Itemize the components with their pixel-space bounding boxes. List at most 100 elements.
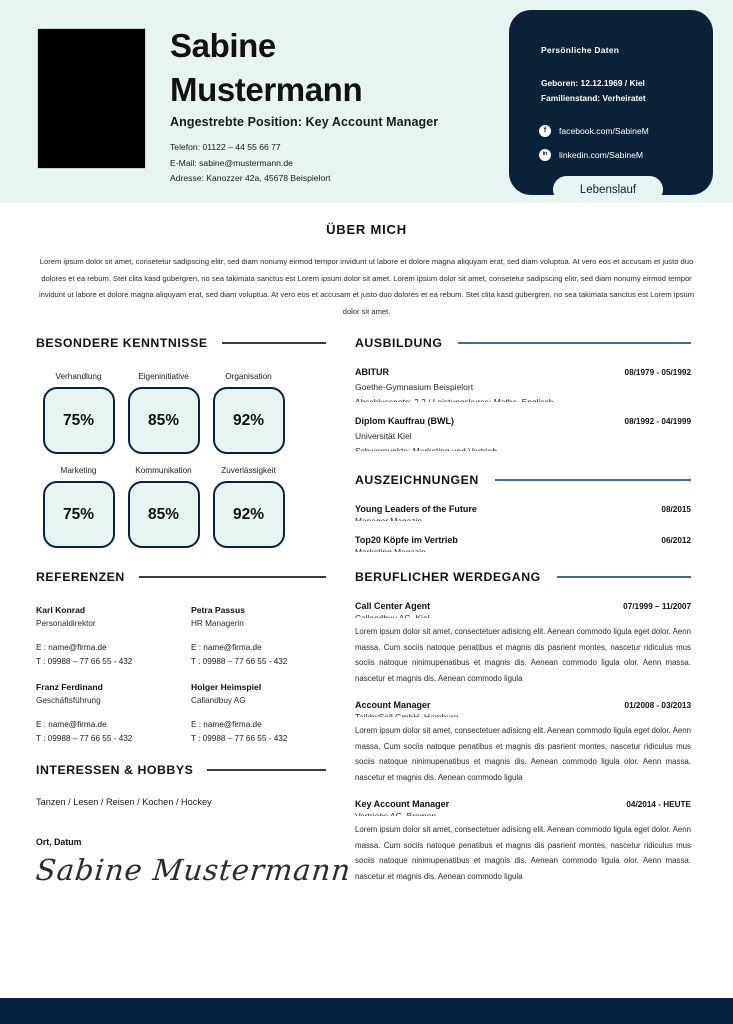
skill-label: Zuverlässigkeit bbox=[221, 466, 276, 475]
about-section: ÜBER MICH Lorem ipsum dolor sit amet, co… bbox=[33, 222, 700, 320]
last-name: Mustermann bbox=[170, 71, 363, 108]
entry-title: Call Center Agent bbox=[355, 601, 431, 611]
entry-publisher: Marketing Magazin bbox=[355, 547, 426, 552]
reference-phone: T : 09988 – 77 66 55 - 432 bbox=[36, 657, 133, 664]
skills-heading: BESONDERE KENNTNISSE bbox=[36, 336, 326, 350]
entry-title: Key Account Manager bbox=[355, 799, 450, 809]
entry-description: Lorem ipsum dolor sit amet, consectetuer… bbox=[355, 726, 691, 782]
skill-value: 92% bbox=[212, 387, 285, 454]
skill-item: Eigeninitiative 85% bbox=[121, 372, 206, 454]
entry-title: Diplom Kauffrau (BWL) bbox=[355, 416, 454, 426]
contact-phone: Telefon: 01122 – 44 55 66 77 bbox=[170, 142, 281, 152]
skill-label: Verhandlung bbox=[55, 372, 102, 381]
contact-email: E-Mail: sabine@mustermann.de bbox=[170, 157, 293, 168]
reference-item: Franz Ferdinand Geschäftsführung E : nam… bbox=[36, 681, 191, 741]
reference-contact: E : name@firma.de T : 09988 – 77 66 55 -… bbox=[36, 641, 191, 664]
reference-contact: E : name@firma.de T : 09988 – 77 66 55 -… bbox=[191, 718, 326, 741]
about-body: Lorem ipsum dolor sit amet, consetetur s… bbox=[38, 257, 695, 316]
education-section: AUSBILDUNG ABITUR 08/1979 - 05/1992 Goet… bbox=[355, 336, 691, 451]
heading-rule bbox=[494, 479, 691, 481]
references-heading-text: REFERENZEN bbox=[36, 570, 125, 584]
references-grid: Karl Konrad Personaldirektor E : name@fi… bbox=[36, 604, 326, 741]
skill-label: Organisation bbox=[225, 372, 272, 381]
reference-role: Geschäftsführung bbox=[36, 696, 101, 705]
awards-entries: Young Leaders of the Future 08/2015 Mana… bbox=[355, 504, 691, 552]
hobbies-heading-text: INTERESSEN & HOBBYS bbox=[36, 763, 194, 777]
footer-bar bbox=[0, 998, 733, 1024]
reference-name: Franz Ferdinand bbox=[36, 682, 103, 692]
entry-date: 08/2015 bbox=[661, 505, 691, 514]
entry-title: Young Leaders of the Future bbox=[355, 504, 477, 514]
reference-name: Karl Konrad bbox=[36, 605, 86, 615]
career-entry: Account Manager 01/2008 - 03/2013 Talkby… bbox=[355, 700, 691, 785]
education-entries: ABITUR 08/1979 - 05/1992 Goethe-Gymnasiu… bbox=[355, 367, 691, 451]
skill-item: Kommunikation 85% bbox=[121, 466, 206, 548]
reference-phone: T : 09988 – 77 66 55 - 432 bbox=[191, 734, 288, 741]
entry-meta: Abschlussnote: 2.2 / Leistungskurse: Mat… bbox=[355, 397, 554, 402]
fact-marital-status: Familienstand: Verheiratet bbox=[541, 93, 646, 103]
award-entry: Top20 Köpfe im Vertrieb 06/2012 Marketin… bbox=[355, 535, 691, 552]
awards-section: AUSZEICHNUNGEN Young Leaders of the Futu… bbox=[355, 473, 691, 552]
entry-date: 08/1979 - 05/1992 bbox=[624, 368, 691, 377]
entry-date: 04/2014 - HEUTE bbox=[626, 800, 691, 809]
entry-header: Account Manager 01/2008 - 03/2013 bbox=[355, 700, 691, 710]
entry-publisher: Manager Magazin bbox=[355, 516, 423, 521]
career-entry: Key Account Manager 04/2014 - HEUTE Vert… bbox=[355, 799, 691, 884]
hobbies-heading: INTERESSEN & HOBBYS bbox=[36, 763, 326, 777]
social-link-linkedin[interactable]: in linkedin.com/SabineM bbox=[539, 144, 649, 165]
personal-data-panel: Persönliche Daten Geboren: 12.12.1969 / … bbox=[509, 10, 713, 195]
reference-contact: E : name@firma.de T : 09988 – 77 66 55 -… bbox=[191, 641, 326, 664]
entry-title: ABITUR bbox=[355, 367, 389, 377]
awards-heading: AUSZEICHNUNGEN bbox=[355, 473, 691, 487]
entry-header: Young Leaders of the Future 08/2015 bbox=[355, 504, 691, 514]
reference-email: E : name@firma.de bbox=[191, 720, 262, 729]
contact-details: Telefon: 01122 – 44 55 66 77 E-Mail: sab… bbox=[170, 140, 470, 203]
heading-rule bbox=[556, 576, 691, 578]
hobbies-section: INTERESSEN & HOBBYS Tanzen / Lesen / Rei… bbox=[34, 763, 353, 887]
award-entry: Young Leaders of the Future 08/2015 Mana… bbox=[355, 504, 691, 521]
entry-description: Lorem ipsum dolor sit amet, consectetuer… bbox=[355, 825, 691, 881]
target-position: Angestrebte Position: Key Account Manage… bbox=[170, 115, 439, 129]
linkedin-url: linkedin.com/SabineM bbox=[559, 149, 644, 160]
skill-value: 85% bbox=[127, 481, 200, 548]
entry-date: 08/1992 - 04/1999 bbox=[624, 417, 691, 426]
reference-item: Karl Konrad Personaldirektor E : name@fi… bbox=[36, 604, 191, 664]
skill-item: Verhandlung 75% bbox=[36, 372, 121, 454]
skills-section: BESONDERE KENNTNISSE Verhandlung 75% Eig… bbox=[36, 336, 326, 548]
heading-rule bbox=[458, 342, 691, 344]
entry-meta: Schwerpunkte: Marketing und Vertrieb bbox=[355, 446, 497, 451]
entry-header: Call Center Agent 07/1999 – 11/2007 bbox=[355, 601, 691, 611]
skill-item: Zuverlässigkeit 92% bbox=[206, 466, 291, 548]
entry-institution: Universität Kiel bbox=[355, 431, 412, 441]
lebenslauf-button[interactable]: Lebenslauf bbox=[553, 176, 663, 203]
reference-email: E : name@firma.de bbox=[191, 643, 262, 652]
reference-phone: T : 09988 – 77 66 55 - 432 bbox=[36, 734, 133, 741]
skill-value: 75% bbox=[42, 481, 115, 548]
facebook-url: facebook.com/SabineM bbox=[559, 125, 649, 136]
skill-item: Organisation 92% bbox=[206, 372, 291, 454]
heading-rule bbox=[207, 769, 326, 771]
reference-phone: T : 09988 – 77 66 55 - 432 bbox=[191, 657, 288, 664]
entry-header: Diplom Kauffrau (BWL) 08/1992 - 04/1999 bbox=[355, 416, 691, 426]
skill-label: Marketing bbox=[60, 466, 97, 475]
reference-role: Callandbuy AG bbox=[191, 696, 246, 705]
social-link-facebook[interactable]: f facebook.com/SabineM bbox=[539, 120, 649, 141]
skills-heading-text: BESONDERE KENNTNISSE bbox=[36, 336, 208, 350]
personal-data-facts: Geboren: 12.12.1969 / Kiel Familienstand… bbox=[541, 76, 646, 106]
entry-date: 06/2012 bbox=[661, 536, 691, 545]
place-date-label: Ort, Datum bbox=[36, 837, 82, 847]
entry-header: Key Account Manager 04/2014 - HEUTE bbox=[355, 799, 691, 809]
hobbies-text: Tanzen / Lesen / Reisen / Kochen / Hocke… bbox=[36, 797, 212, 807]
career-heading: BERUFLICHER WERDEGANG bbox=[355, 570, 691, 584]
references-heading: REFERENZEN bbox=[36, 570, 326, 584]
heading-rule bbox=[138, 576, 326, 578]
social-links: f facebook.com/SabineM in linkedin.com/S… bbox=[539, 120, 649, 168]
entry-institution: Goethe-Gymnasium Beispielort bbox=[355, 382, 474, 392]
entry-company: Callandbuy AG, Kiel bbox=[355, 613, 430, 618]
career-entry: Call Center Agent 07/1999 – 11/2007 Call… bbox=[355, 601, 691, 686]
candidate-name: Sabine Mustermann bbox=[170, 24, 500, 112]
left-column: BESONDERE KENNTNISSE Verhandlung 75% Eig… bbox=[34, 336, 353, 909]
skill-value: 85% bbox=[127, 387, 200, 454]
education-entry: Diplom Kauffrau (BWL) 08/1992 - 04/1999 … bbox=[355, 416, 691, 451]
reference-item: Petra Passus HR Managerin E : name@firma… bbox=[191, 604, 326, 664]
